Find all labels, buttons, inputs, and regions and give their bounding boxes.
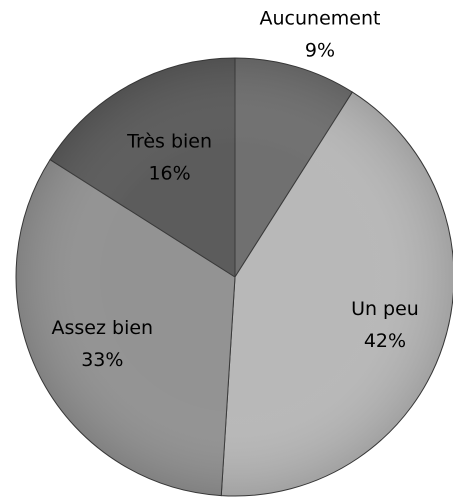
slice-label: Assez bien bbox=[52, 317, 154, 339]
slice-value-label: 33% bbox=[81, 349, 123, 371]
slice-value-label: 9% bbox=[305, 40, 335, 62]
slice-value-label: 16% bbox=[148, 163, 190, 185]
slice-label: Très bien bbox=[126, 131, 212, 153]
slice-label: Aucunement bbox=[260, 8, 381, 30]
slice-value-label: 42% bbox=[364, 330, 406, 352]
slice-label: Un peu bbox=[351, 298, 419, 320]
